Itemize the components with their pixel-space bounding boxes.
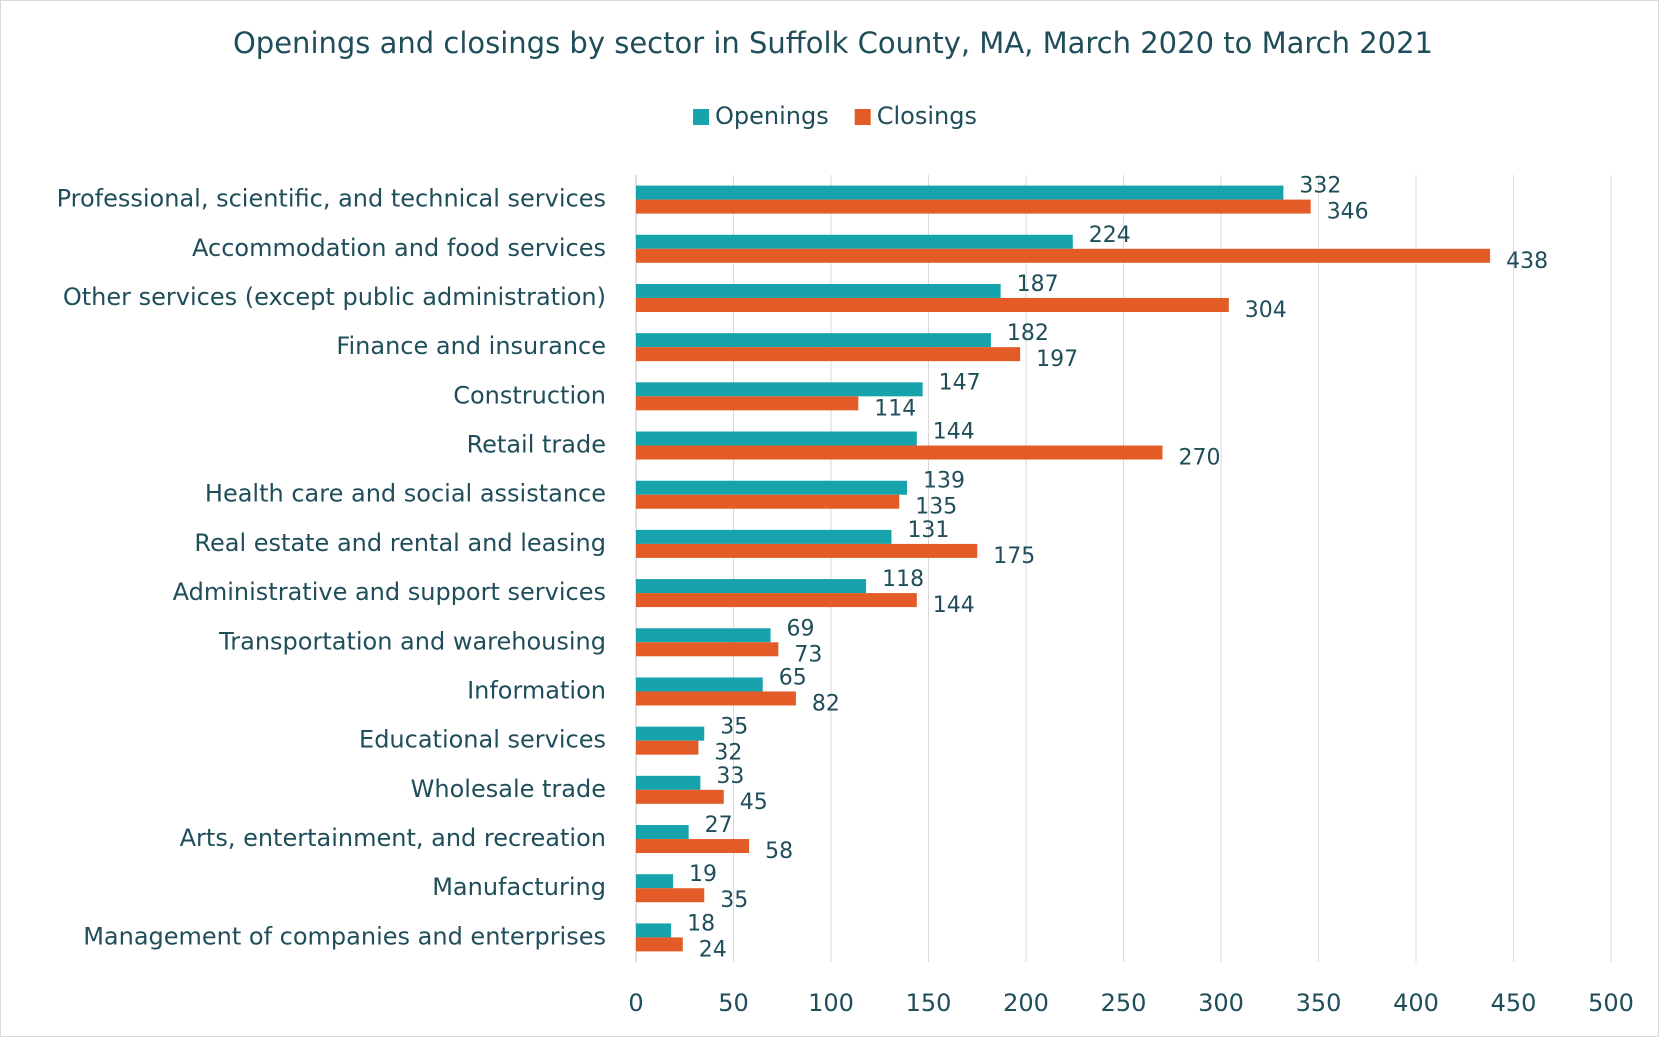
data-label: 18 <box>687 911 715 936</box>
data-label: 197 <box>1036 347 1078 372</box>
bar <box>636 775 701 790</box>
data-label: 304 <box>1245 298 1287 323</box>
bar <box>636 543 978 558</box>
legend: Openings Closings <box>693 102 977 130</box>
bar <box>636 382 923 397</box>
data-label: 182 <box>1007 321 1049 346</box>
y-tick-label: Information <box>467 676 606 704</box>
data-label: 147 <box>939 370 981 395</box>
data-label: 45 <box>740 790 768 815</box>
y-tick-label: Health care and social assistance <box>205 480 606 508</box>
x-tick-label: 300 <box>1198 989 1244 1017</box>
y-tick-label: Educational services <box>359 726 606 754</box>
data-label: 346 <box>1327 200 1369 225</box>
bar <box>636 825 689 840</box>
x-tick-label: 350 <box>1296 989 1342 1017</box>
y-tick-label: Manufacturing <box>432 873 606 901</box>
bar <box>636 283 1001 298</box>
y-tick-label: Other services (except public administra… <box>63 283 606 311</box>
y-tick-label: Accommodation and food services <box>192 234 606 262</box>
data-label: 224 <box>1089 223 1131 248</box>
y-tick-label: Management of companies and enterprises <box>83 922 606 950</box>
bar <box>636 740 699 755</box>
data-label: 58 <box>765 839 793 864</box>
y-tick-label: Real estate and rental and leasing <box>194 529 606 557</box>
data-label: 24 <box>699 937 727 962</box>
x-tick-label: 250 <box>1101 989 1147 1017</box>
data-label: 32 <box>714 741 742 766</box>
y-tick-label: Administrative and support services <box>173 578 606 606</box>
data-label: 73 <box>794 642 822 667</box>
bar <box>636 431 917 446</box>
bar <box>636 726 705 741</box>
bar <box>636 396 859 411</box>
bar <box>636 480 908 495</box>
bar <box>636 789 724 804</box>
y-tick-label: Construction <box>453 381 606 409</box>
bar <box>636 691 796 706</box>
bar <box>636 494 900 509</box>
data-label: 65 <box>779 665 807 690</box>
bar <box>636 248 1491 263</box>
legend-swatch <box>854 109 871 125</box>
x-tick-label: 150 <box>906 989 952 1017</box>
chart-title: Openings and closings by sector in Suffo… <box>233 26 1433 60</box>
data-label: 35 <box>720 715 748 740</box>
y-tick-label: Finance and insurance <box>336 332 606 360</box>
bar <box>636 888 705 903</box>
y-tick-label: Professional, scientific, and technical … <box>57 185 606 213</box>
x-tick-label: 50 <box>718 989 749 1017</box>
bar <box>636 677 763 692</box>
data-label: 131 <box>907 518 949 543</box>
y-tick-label: Arts, entertainment, and recreation <box>180 824 606 852</box>
bar <box>636 529 892 544</box>
bar <box>636 333 991 348</box>
data-label: 33 <box>716 764 744 789</box>
y-tick-label: Transportation and warehousing <box>218 627 606 655</box>
x-tick-label: 100 <box>808 989 854 1017</box>
data-label: 144 <box>933 420 975 445</box>
legend-label: Closings <box>877 102 977 130</box>
data-label: 135 <box>915 495 957 520</box>
data-label: 69 <box>787 616 815 641</box>
x-tick-label: 500 <box>1588 989 1634 1017</box>
data-label: 270 <box>1179 446 1221 471</box>
x-tick-label: 450 <box>1491 989 1537 1017</box>
bar <box>636 297 1229 312</box>
data-label: 187 <box>1017 272 1059 297</box>
bar <box>636 445 1163 460</box>
x-tick-label: 400 <box>1393 989 1439 1017</box>
bar <box>636 937 683 952</box>
legend-swatch <box>693 109 709 125</box>
data-label: 114 <box>874 396 916 421</box>
bar <box>636 185 1284 200</box>
bar <box>636 593 917 608</box>
data-label: 27 <box>705 813 733 838</box>
bar <box>636 347 1021 362</box>
x-tick-label: 0 <box>628 989 643 1017</box>
bar <box>636 199 1311 214</box>
data-label: 19 <box>689 862 717 887</box>
data-label: 175 <box>993 544 1035 569</box>
bar <box>636 923 672 938</box>
data-label: 35 <box>720 888 748 913</box>
x-tick-label: 200 <box>1003 989 1049 1017</box>
bar <box>636 579 867 594</box>
legend-label: Openings <box>715 102 829 130</box>
bar <box>636 234 1073 249</box>
bar <box>636 839 750 854</box>
data-label: 82 <box>812 691 840 716</box>
data-label: 332 <box>1299 174 1341 199</box>
data-label: 118 <box>882 567 924 592</box>
data-label: 438 <box>1506 249 1548 274</box>
bar <box>636 642 779 657</box>
y-tick-label: Wholesale trade <box>411 775 606 803</box>
y-tick-label: Retail trade <box>467 431 606 459</box>
bar <box>636 874 674 889</box>
bar <box>636 628 771 643</box>
data-label: 139 <box>923 469 965 494</box>
data-label: 144 <box>933 593 975 618</box>
